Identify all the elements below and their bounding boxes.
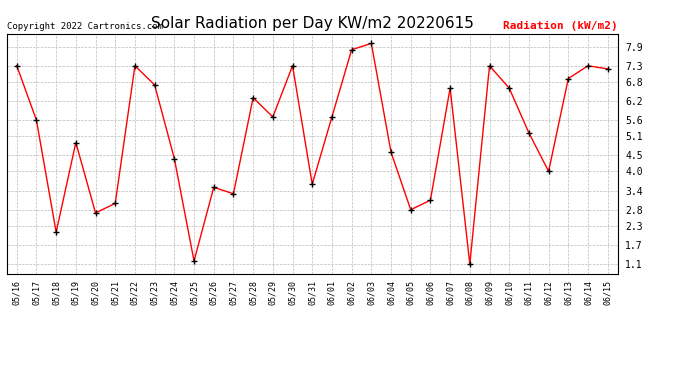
Text: Radiation (kW/m2): Radiation (kW/m2)	[503, 21, 618, 32]
Text: Copyright 2022 Cartronics.com: Copyright 2022 Cartronics.com	[7, 22, 163, 32]
Title: Solar Radiation per Day KW/m2 20220615: Solar Radiation per Day KW/m2 20220615	[151, 16, 473, 31]
